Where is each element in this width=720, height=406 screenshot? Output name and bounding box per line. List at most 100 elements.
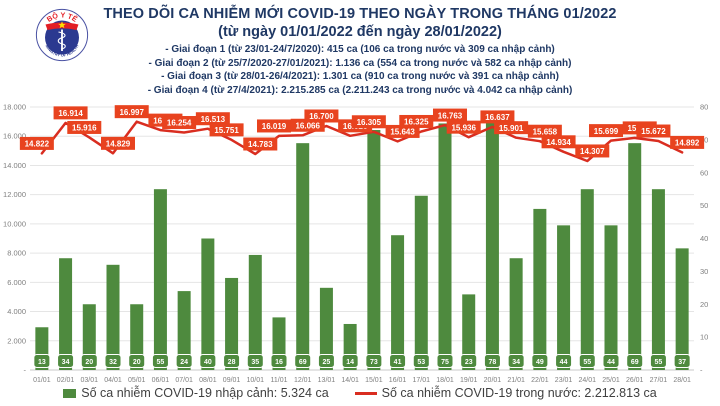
chart-subtitle: (từ ngày 01/01/2022 đến ngày 28/01/2022) (218, 24, 502, 40)
bar-badge-value: 78 (489, 359, 497, 366)
bar-26/01 (628, 143, 642, 370)
line-point-label-box (209, 123, 244, 137)
right-axis-tick: 50 (700, 201, 708, 210)
left-axis-tick: 8.000 (7, 249, 26, 258)
line-point-label: 16.513 (201, 115, 226, 124)
x-axis-label: 25/01 (602, 377, 620, 384)
line-point-label-box (304, 109, 339, 123)
line-point-label-box (636, 124, 671, 138)
bar-badge-value: 53 (417, 359, 425, 366)
line-point-label: 16.305 (357, 118, 382, 127)
x-axis-label: 20/01 (484, 377, 502, 384)
line-point-label-box (67, 120, 102, 134)
x-axis-label: 05/01 (128, 377, 146, 384)
bar-badge (460, 354, 478, 368)
bar-badge-value: 49 (536, 359, 544, 366)
line-point-label-box (101, 136, 135, 150)
x-axis-label: 15/01 (365, 377, 383, 384)
bar-badge (626, 354, 644, 368)
bar-15/01 (367, 130, 381, 370)
line-point-label-box (243, 137, 278, 151)
left-axis-tick: 6.000 (7, 278, 26, 287)
line-point-label: 16.019 (262, 122, 287, 131)
line-point-label: 16.914 (58, 109, 83, 118)
bar-badge-value: 34 (512, 359, 520, 366)
line-point-label-box (114, 105, 149, 119)
bar-13/01 (319, 287, 333, 370)
bar-badge-value: 73 (370, 359, 378, 366)
x-axis-label: 03/01 (81, 377, 99, 384)
bar-badge-value: 24 (180, 359, 188, 366)
x-axis-label: 19/01 (460, 377, 478, 384)
line-point-label-box (446, 120, 481, 134)
bar-16/01 (391, 235, 405, 370)
x-axis-label: 18/01 (436, 377, 454, 384)
line-point-label: 14.307 (580, 147, 605, 156)
ministry-of-health-logo: BỘ Y TẾ MINISTRY OF HEALTH (35, 8, 89, 62)
x-axis-label: 07/01 (175, 377, 193, 384)
bar-17/01 (414, 195, 428, 370)
line-point-label-box (527, 124, 562, 138)
bar-badge (507, 354, 525, 368)
bar-badge (649, 354, 667, 368)
right-axis-tick: 40 (700, 234, 708, 243)
bar-badge-value: 69 (299, 359, 307, 366)
line-point-label: 15.901 (499, 124, 524, 133)
bar-badge-value: 75 (441, 359, 449, 366)
bar-badge-value: 20 (85, 359, 93, 366)
x-axis-label: 28/01 (673, 377, 691, 384)
logo-svg: BỘ Y TẾ MINISTRY OF HEALTH (35, 8, 89, 62)
x-axis-label: 14/01 (341, 377, 359, 384)
bar-badge (223, 354, 241, 368)
line-point-label: 16.325 (404, 118, 429, 127)
bar-07/01 (177, 291, 191, 370)
line-point-label: 15.916 (72, 124, 97, 133)
bar-06/01 (153, 189, 167, 370)
bar-badge-value: 41 (394, 359, 402, 366)
bar-badge-value: 16 (275, 359, 283, 366)
bar-badge-value: 55 (655, 359, 663, 366)
x-axis-label: 11/01 (271, 377, 288, 384)
chart-header: THEO DÕI CA NHIỄM MỚI COVID-19 THEO NGÀY… (0, 6, 720, 97)
left-axis-tick: 12.000 (3, 190, 26, 199)
bar-badge (104, 354, 122, 368)
line-point-label: 15.936 (451, 123, 476, 132)
logo-snake (57, 31, 66, 50)
bar-09/01 (225, 277, 239, 370)
bar-badge-value: 13 (38, 359, 46, 366)
line-point-label: 14.892 (675, 139, 700, 148)
logo-top-arc-text: BỘ Y TẾ (45, 10, 80, 24)
line-point-label: 14.822 (25, 140, 50, 149)
bar-badge (151, 354, 169, 368)
bar-badge-value: 55 (157, 359, 165, 366)
bar-badge-value: 40 (204, 359, 212, 366)
bar-series-swatch (63, 388, 77, 398)
left-axis-tick: 4.000 (7, 307, 26, 316)
line-point-label-box (19, 136, 54, 150)
bar-badge-value: 37 (678, 359, 686, 366)
bar-badge (531, 354, 549, 368)
line-point-label: 14.934 (546, 138, 571, 147)
bar-badge (673, 354, 691, 368)
bar-badge (365, 354, 383, 368)
bar-badge-value: 44 (560, 359, 568, 366)
line-point-label-box (399, 114, 434, 128)
bar-28/01 (675, 248, 689, 370)
bar-18/01 (438, 123, 452, 370)
line-point-label-box (257, 119, 291, 133)
line-point-label: 16.637 (485, 113, 510, 122)
bar-08/01 (201, 238, 215, 370)
line-point-label: 16.066 (295, 121, 320, 130)
bar-badge (128, 354, 146, 368)
line-point-label: 15.658 (533, 127, 558, 136)
x-axis-label: 08/01 (199, 377, 217, 384)
bar-02/01 (59, 258, 73, 370)
line-point-label: 14.783 (248, 140, 273, 149)
right-axis-tick: - (700, 366, 703, 375)
bar-badge-value: 25 (323, 359, 331, 366)
x-axis-label: 06/01 (152, 377, 170, 384)
phase-line-2: - Giai đoạn 2 (từ 25/7/2020-27/01/2021):… (148, 57, 572, 69)
bar-badge-value: 55 (583, 359, 591, 366)
left-axis-tick: - (24, 366, 27, 375)
